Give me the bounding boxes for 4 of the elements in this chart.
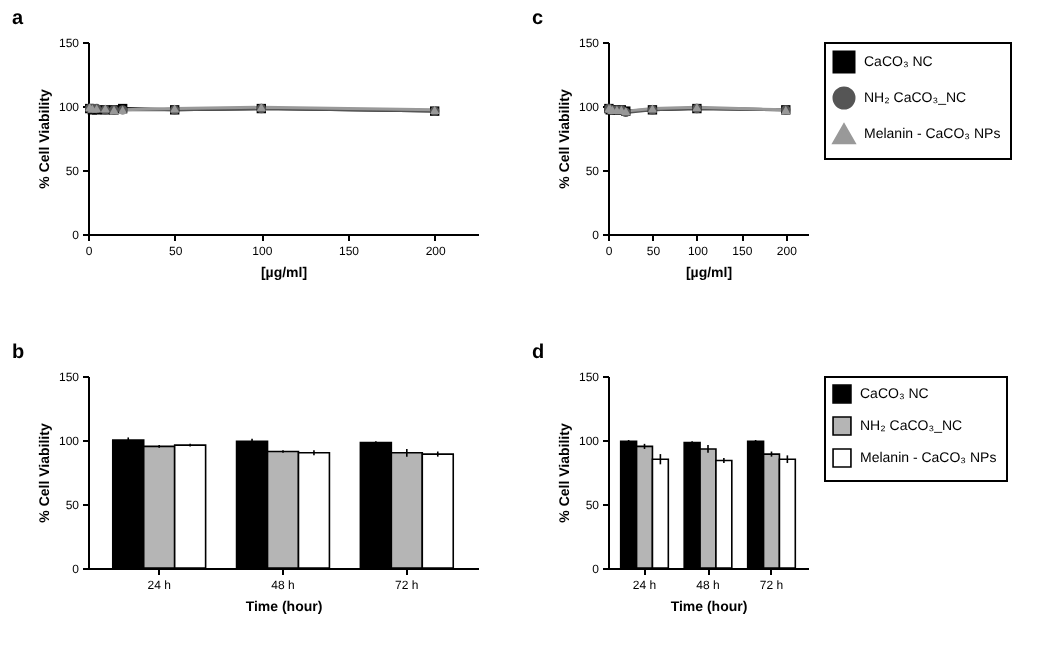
chart-title: a xyxy=(12,8,24,30)
chart-title: c xyxy=(532,8,544,30)
chart-title: d xyxy=(532,342,545,364)
chart-title: b xyxy=(12,342,25,364)
